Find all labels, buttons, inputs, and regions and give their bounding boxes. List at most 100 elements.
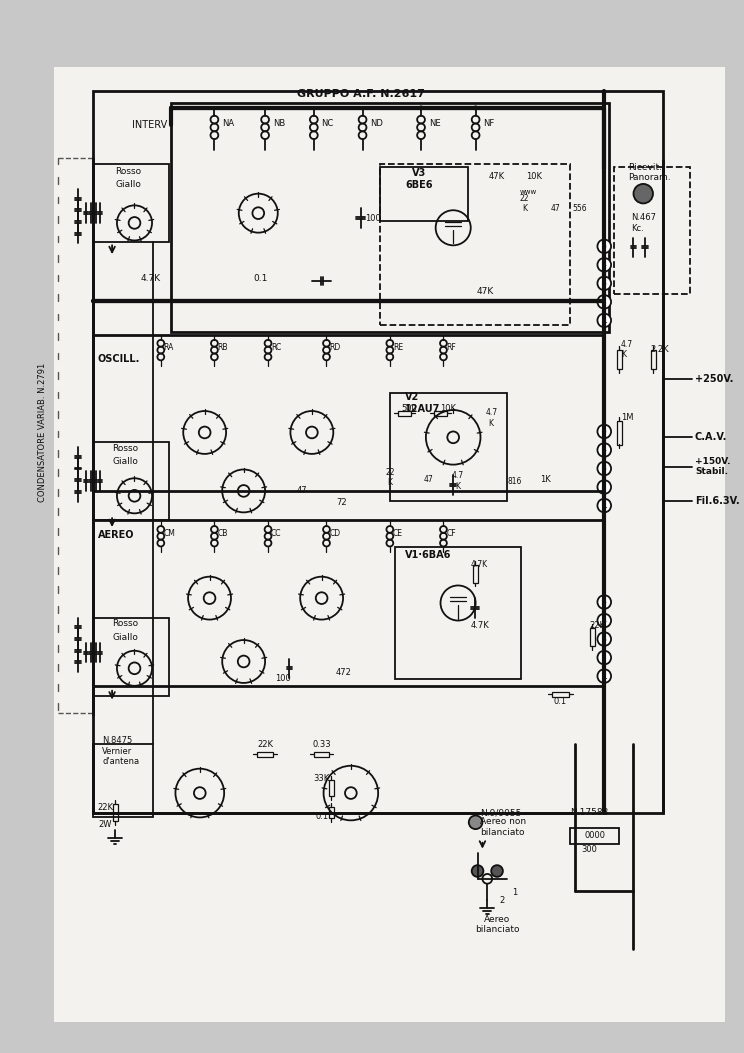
Text: N.17583: N.17583 (570, 808, 609, 817)
Text: GRUPPO A.F. N.2617: GRUPPO A.F. N.2617 (297, 90, 425, 99)
Text: 0000: 0000 (584, 832, 605, 840)
Text: 72: 72 (336, 498, 347, 508)
Text: 47K: 47K (489, 172, 505, 181)
Circle shape (597, 632, 611, 645)
Text: 816: 816 (507, 477, 522, 485)
Text: AEREO: AEREO (97, 530, 134, 540)
Text: RC: RC (271, 343, 281, 352)
Text: 2W: 2W (98, 819, 112, 829)
Text: +150V.
Stabil.: +150V. Stabil. (695, 457, 731, 476)
Bar (92, 164, 169, 242)
Text: 0.33: 0.33 (312, 740, 331, 749)
Text: 4.7K: 4.7K (141, 274, 161, 283)
Text: 0.1: 0.1 (253, 274, 267, 283)
Text: 22
K: 22 K (519, 194, 529, 213)
Text: 2.2K: 2.2K (650, 345, 669, 354)
Bar (92, 92, 663, 813)
Text: 4: 4 (602, 260, 606, 270)
Text: Rosso: Rosso (115, 166, 141, 176)
Text: 1M: 1M (620, 414, 633, 422)
Text: 22K: 22K (589, 621, 606, 630)
Bar (380, 164, 570, 325)
Bar (170, 103, 609, 332)
Circle shape (597, 595, 611, 609)
Text: NF: NF (484, 119, 495, 128)
Circle shape (597, 424, 611, 438)
Bar (590, 629, 594, 645)
Bar (314, 752, 330, 757)
Bar (92, 442, 169, 520)
Text: 3: 3 (602, 279, 606, 287)
Text: 100: 100 (365, 214, 381, 222)
Bar (551, 692, 569, 697)
Text: N.8475
Vernier
d'antena: N.8475 Vernier d'antena (103, 736, 139, 766)
Bar (397, 411, 411, 416)
Text: V1·6BA6: V1·6BA6 (405, 551, 451, 560)
Text: 4.7
K: 4.7 K (452, 472, 464, 491)
Text: +250V.: +250V. (695, 374, 734, 384)
Circle shape (597, 499, 611, 513)
Text: Giallo: Giallo (115, 180, 141, 190)
Text: RB: RB (217, 343, 228, 352)
Bar (92, 744, 153, 817)
Text: NC: NC (321, 119, 334, 128)
Bar (390, 394, 507, 500)
Text: 10K: 10K (526, 172, 542, 181)
Text: NB: NB (273, 119, 285, 128)
Circle shape (419, 105, 423, 111)
Text: 47K: 47K (477, 286, 494, 296)
Text: Rosso: Rosso (112, 619, 138, 628)
Text: RF: RF (446, 343, 456, 352)
Text: CC: CC (271, 530, 281, 538)
Text: 1: 1 (512, 888, 517, 897)
Text: 2: 2 (602, 297, 606, 306)
Bar (434, 411, 447, 416)
Text: Aereo non
bilanciato: Aereo non bilanciato (481, 817, 527, 837)
Text: INTERV: INTERV (132, 120, 167, 131)
Text: 4.7K: 4.7K (471, 559, 488, 569)
Circle shape (597, 258, 611, 272)
Text: NA: NA (222, 119, 234, 128)
Text: 556: 556 (573, 204, 587, 213)
Text: 100: 100 (275, 674, 290, 682)
Text: 3: 3 (602, 635, 606, 643)
Bar (257, 752, 273, 757)
Circle shape (473, 105, 478, 111)
Text: 4: 4 (602, 616, 606, 625)
Text: 472: 472 (336, 668, 352, 677)
Text: 1K: 1K (540, 475, 551, 483)
Text: OSCILL.: OSCILL. (97, 355, 140, 364)
Text: Aereo
bilanciato: Aereo bilanciato (475, 915, 519, 934)
Circle shape (633, 184, 653, 203)
Text: CE: CE (393, 530, 403, 538)
Text: 10K: 10K (440, 403, 456, 413)
Text: 1: 1 (602, 501, 606, 510)
Bar (570, 828, 619, 843)
Circle shape (597, 314, 611, 327)
Text: RD: RD (330, 343, 341, 352)
Bar (330, 807, 334, 818)
Bar (113, 803, 118, 821)
Circle shape (597, 461, 611, 475)
Text: 4.7
K: 4.7 K (620, 340, 633, 359)
Text: N.9/9055: N.9/9055 (481, 808, 522, 817)
Text: 5: 5 (602, 426, 606, 436)
Text: 0.1: 0.1 (554, 697, 567, 706)
Text: CF: CF (446, 530, 456, 538)
Text: ND: ND (371, 119, 383, 128)
Text: 1: 1 (602, 672, 606, 680)
Text: RE: RE (393, 343, 403, 352)
Text: C.A.V.: C.A.V. (695, 433, 728, 442)
Text: 4: 4 (602, 445, 606, 455)
Text: 1: 1 (602, 316, 606, 325)
Text: 47: 47 (424, 475, 434, 483)
Text: 500: 500 (402, 403, 417, 413)
Circle shape (597, 480, 611, 494)
Text: NE: NE (429, 119, 440, 128)
Text: CM: CM (164, 530, 176, 538)
Circle shape (491, 866, 503, 877)
Text: 22
K: 22 K (385, 468, 394, 486)
Text: 2: 2 (602, 653, 606, 662)
Text: 4.7
K: 4.7 K (485, 409, 497, 428)
Bar (472, 565, 478, 582)
